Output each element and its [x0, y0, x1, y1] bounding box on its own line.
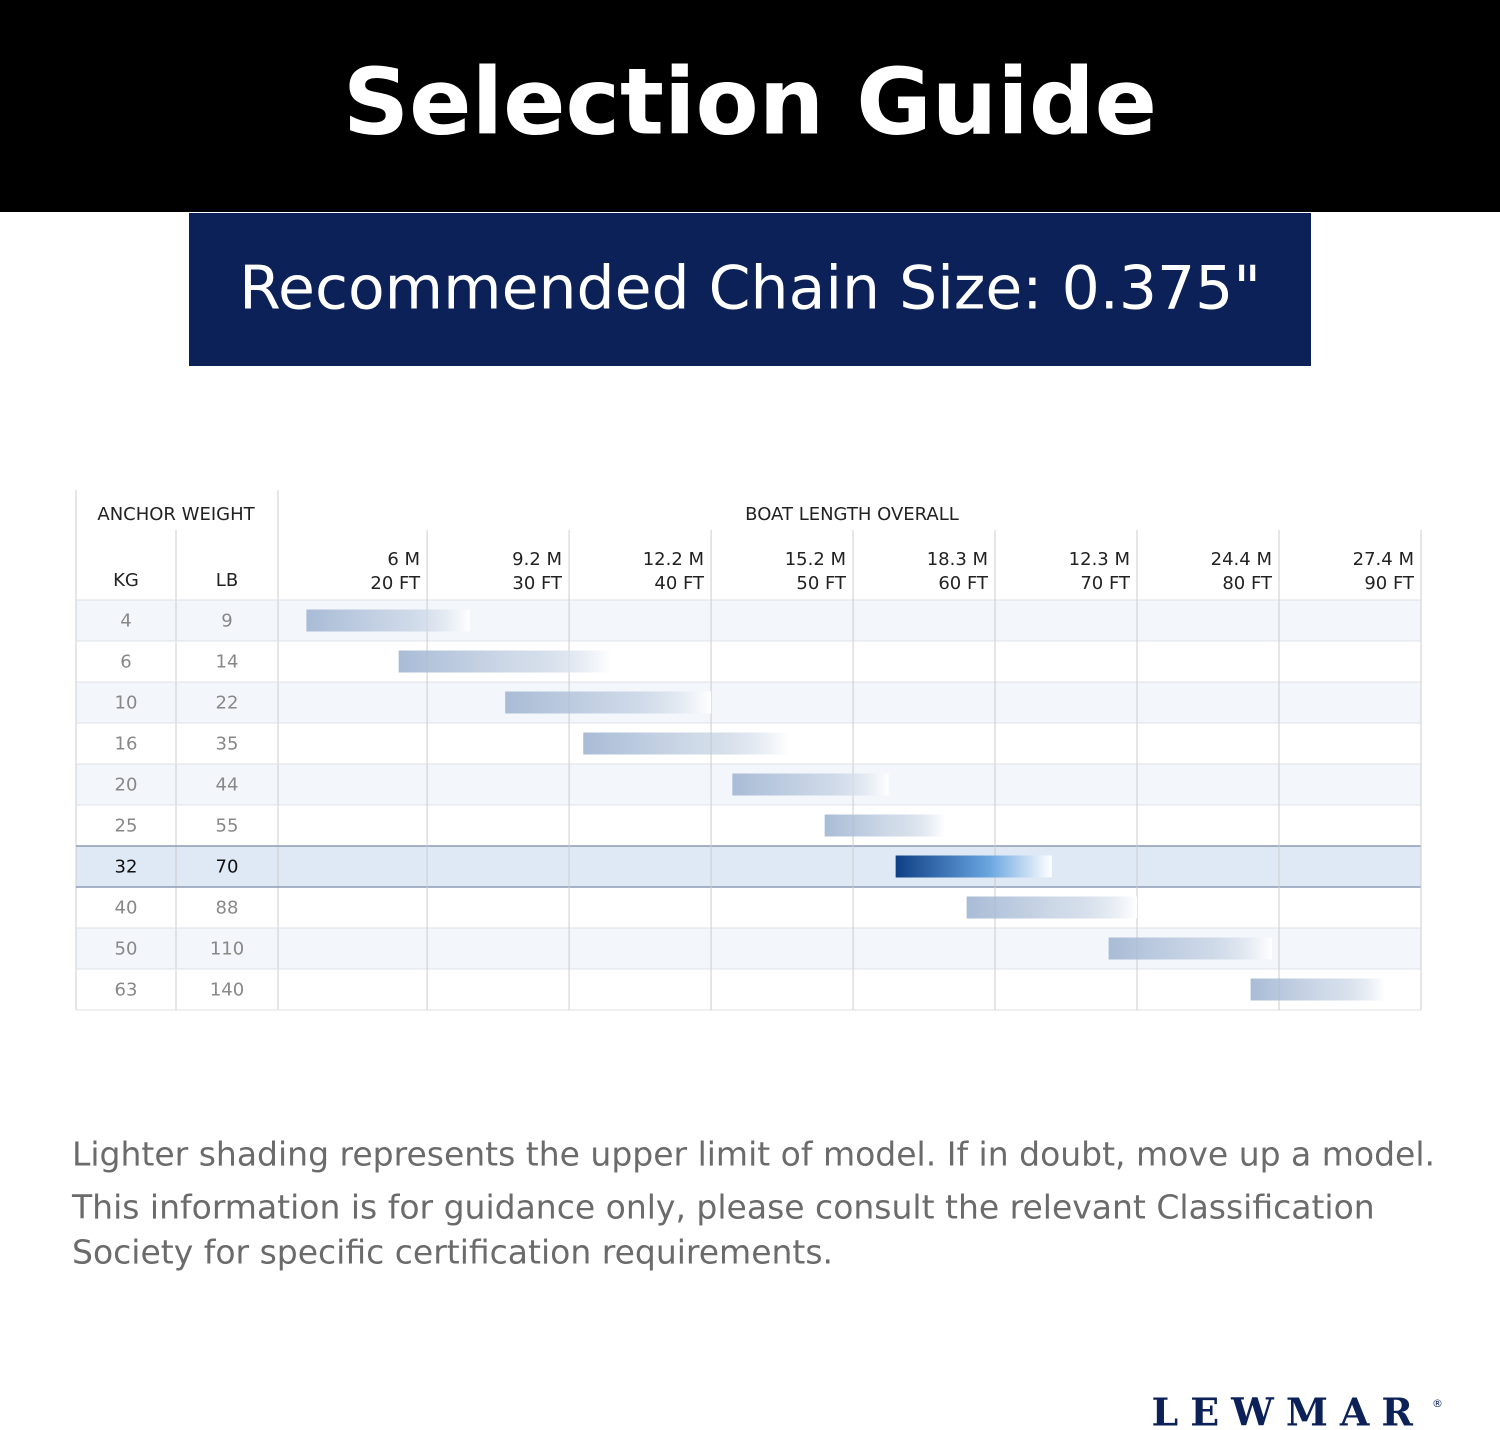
lb-cell: 14	[216, 652, 239, 673]
lb-cell: 110	[210, 939, 244, 960]
row-bg	[76, 846, 1421, 887]
row-bg	[76, 969, 1421, 1010]
kg-cell: 25	[115, 816, 138, 837]
column-m-label: 6 M	[387, 549, 420, 570]
column-m-label: 18.3 M	[927, 549, 988, 570]
kg-cell: 50	[115, 939, 138, 960]
range-bar	[1250, 978, 1386, 1001]
kg-cell: 20	[115, 775, 138, 796]
row-bg	[76, 682, 1421, 723]
title: Selection Guide	[343, 48, 1157, 155]
lb-cell: 9	[221, 611, 232, 632]
banner	[189, 213, 1311, 366]
row-bg	[76, 600, 1421, 641]
column-ft-label: 90 FT	[1364, 573, 1415, 594]
column-ft-label: 40 FT	[654, 573, 705, 594]
lb-cell: 88	[216, 898, 239, 919]
lb-cell: 22	[216, 693, 239, 714]
range-bar	[505, 691, 712, 714]
column-m-label: 12.3 M	[1069, 549, 1130, 570]
row-bg	[76, 887, 1421, 928]
range-bar	[732, 773, 889, 796]
lb-cell: 55	[216, 816, 239, 837]
brand-mark: ®	[1432, 1397, 1443, 1410]
kg-cell: 10	[115, 693, 138, 714]
column-ft-label: 60 FT	[938, 573, 989, 594]
column-m-label: 15.2 M	[785, 549, 846, 570]
header-bg	[0, 0, 1500, 212]
range-bar	[966, 896, 1138, 919]
boat-length-label: BOAT LENGTH OVERALL	[745, 504, 959, 525]
column-m-label: 12.2 M	[643, 549, 704, 570]
selection-table: ANCHOR WEIGHT BOAT LENGTH OVERALL KG LB …	[75, 490, 1422, 1011]
lb-cell: 35	[216, 734, 239, 755]
row-bg	[76, 805, 1421, 846]
range-bar	[824, 814, 946, 837]
lb-label: LB	[216, 570, 238, 591]
kg-cell: 6	[120, 652, 131, 673]
lb-cell: 44	[216, 775, 239, 796]
range-bar	[306, 609, 470, 632]
range-bar	[1108, 937, 1272, 960]
kg-cell: 16	[115, 734, 138, 755]
column-m-label: 27.4 M	[1353, 549, 1414, 570]
column-ft-label: 20 FT	[370, 573, 421, 594]
note: Lighter shading represents the upper lim…	[72, 1135, 1435, 1174]
range-bar	[583, 732, 790, 755]
anchor-weight-label: ANCHOR WEIGHT	[97, 504, 255, 525]
column-ft-label: 50 FT	[796, 573, 847, 594]
lb-cell: 140	[210, 980, 244, 1001]
brand-logo: LEWMAR	[1152, 1390, 1426, 1430]
range-bar	[895, 855, 1052, 878]
kg-cell: 32	[115, 857, 138, 878]
kg-cell: 63	[115, 980, 138, 1001]
kg-cell: 40	[115, 898, 138, 919]
column-ft-label: 30 FT	[512, 573, 563, 594]
range-bar	[398, 650, 612, 673]
column-ft-label: 70 FT	[1080, 573, 1131, 594]
notes: Lighter shading represents the upper lim…	[71, 1135, 1435, 1272]
row-bg	[76, 641, 1421, 682]
note: This information is for guidance only, p…	[71, 1188, 1375, 1227]
kg-label: KG	[113, 570, 139, 591]
column-ft-label: 80 FT	[1222, 573, 1273, 594]
column-m-label: 24.4 M	[1211, 549, 1272, 570]
banner-text: Recommended Chain Size: 0.375"	[239, 254, 1261, 324]
lb-cell: 70	[216, 857, 239, 878]
note: Society for specific certification requi…	[72, 1233, 833, 1272]
kg-cell: 4	[120, 611, 131, 632]
column-m-label: 9.2 M	[512, 549, 562, 570]
